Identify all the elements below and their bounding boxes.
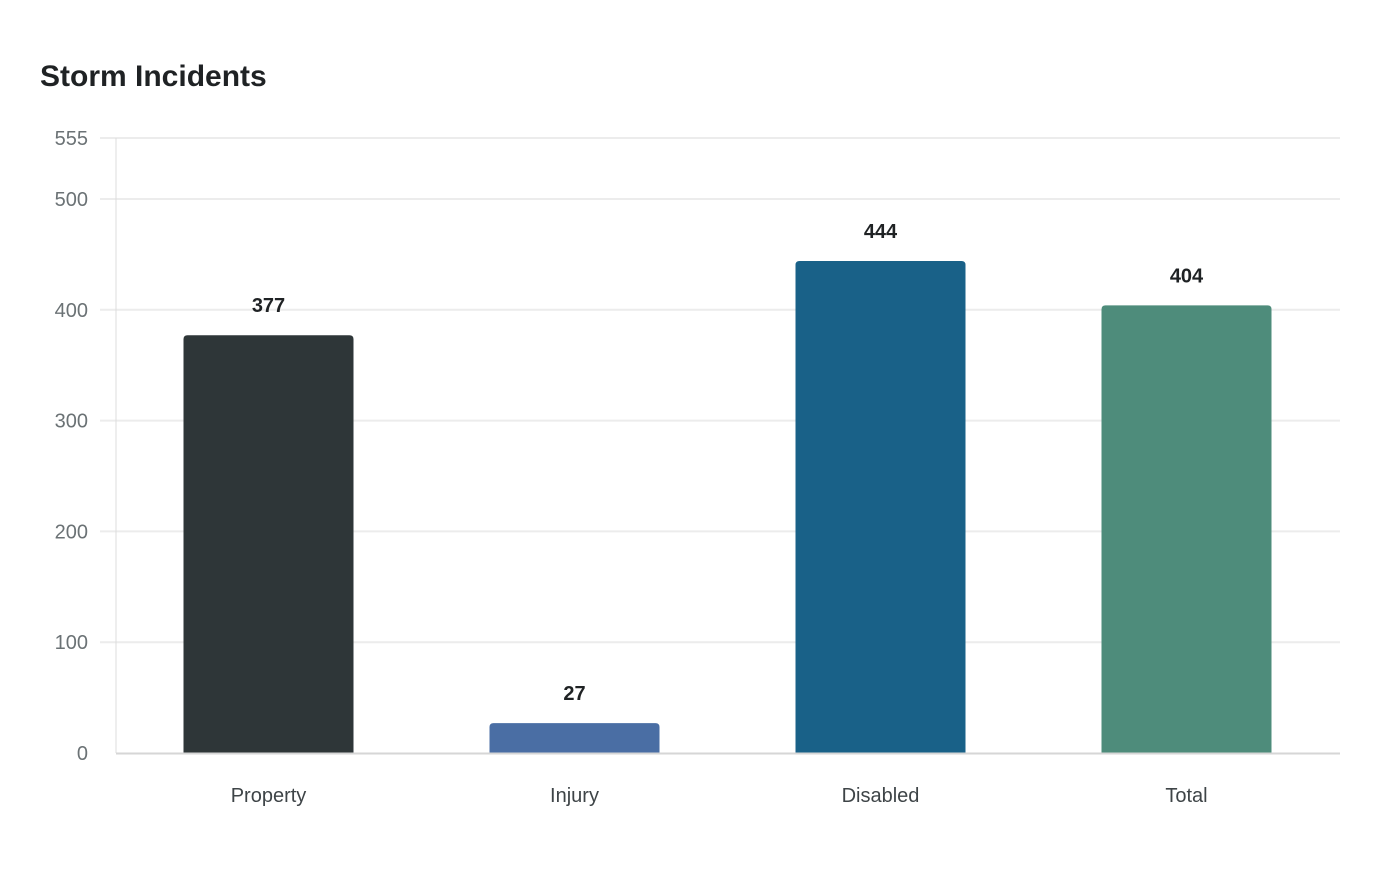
y-tick-label: 200	[55, 521, 88, 543]
chart-title: Storm Incidents	[40, 60, 267, 93]
y-axis-ticks: 0 100 200 300 400 500 555	[55, 128, 88, 765]
bars: 377 27 444 404	[183, 221, 1272, 753]
value-label: 27	[563, 683, 585, 705]
bar-disabled[interactable]	[795, 261, 966, 753]
y-tick-label: 300	[55, 411, 88, 433]
x-category-label: Disabled	[842, 785, 920, 807]
y-tick-label: 400	[55, 300, 88, 322]
bar-total[interactable]	[1101, 305, 1272, 753]
value-label: 377	[252, 295, 285, 317]
y-tick-label: 555	[55, 128, 88, 150]
x-category-label: Property	[231, 785, 307, 807]
x-axis-labels: Property Injury Disabled Total	[231, 785, 1208, 807]
value-label: 444	[864, 221, 898, 243]
y-tick-label: 100	[55, 632, 88, 654]
bar-injury[interactable]	[489, 723, 660, 753]
y-tick-label: 0	[77, 743, 88, 765]
y-tick-label: 500	[55, 189, 88, 211]
x-category-label: Injury	[550, 785, 599, 807]
x-category-label: Total	[1165, 785, 1207, 807]
bar-property[interactable]	[183, 335, 354, 753]
value-label: 404	[1170, 265, 1204, 287]
